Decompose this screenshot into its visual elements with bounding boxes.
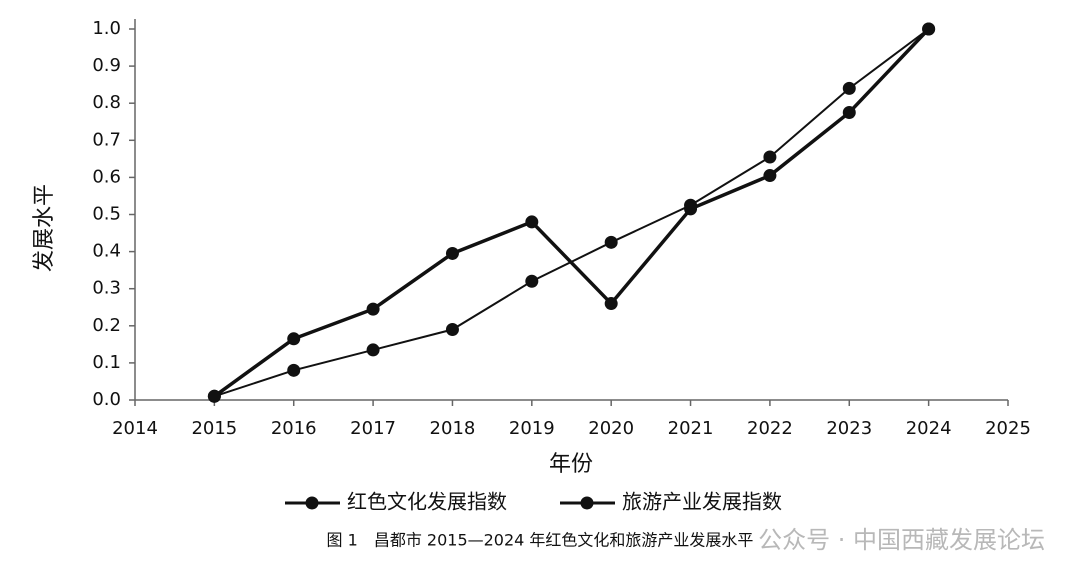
y-tick-label: 0.6: [92, 166, 121, 187]
data-point: [366, 302, 380, 316]
x-tick-label: 2015: [191, 418, 237, 439]
y-tick-label: 0.3: [92, 278, 121, 299]
y-tick-label: 0.9: [92, 55, 121, 76]
data-point: [763, 169, 777, 183]
x-tick-label: 2024: [906, 418, 952, 439]
data-point: [604, 297, 618, 311]
data-point: [763, 150, 777, 164]
x-tick-label: 2025: [985, 418, 1031, 439]
data-point: [287, 332, 301, 346]
y-tick-label: 0.7: [92, 129, 121, 150]
y-tick-label: 0.1: [92, 352, 121, 373]
x-tick-label: 2020: [588, 418, 634, 439]
data-point: [604, 235, 618, 249]
x-tick-label: 2017: [350, 418, 396, 439]
y-tick-label: 0.5: [92, 204, 121, 225]
watermark: 公众号 · 中国西藏发展论坛: [758, 526, 1045, 554]
y-tick-label: 0.4: [92, 241, 121, 262]
y-tick-label: 0.0: [92, 389, 121, 410]
data-point: [922, 22, 936, 36]
x-axis-label: 年份: [549, 452, 593, 477]
legend-marker: [580, 496, 594, 510]
series-line: [213, 27, 930, 398]
legend-marker: [305, 496, 319, 510]
x-tick-label: 2016: [271, 418, 317, 439]
data-point: [842, 105, 856, 119]
y-axis-label: 发展水平: [32, 184, 57, 272]
series-line: [214, 28, 930, 398]
y-tick-label: 1.0: [92, 18, 121, 39]
legend-label: 旅游产业发展指数: [622, 490, 782, 514]
data-point: [366, 343, 380, 357]
x-tick-label: 2022: [747, 418, 793, 439]
data-point: [445, 323, 459, 337]
caption: 图 1 昌都市 2015—2024 年红色文化和旅游产业发展水平: [327, 531, 754, 550]
x-tick-label: 2018: [430, 418, 476, 439]
x-tick-label: 2023: [826, 418, 872, 439]
y-tick-label: 0.8: [92, 92, 121, 113]
x-tick-label: 2019: [509, 418, 555, 439]
x-tick-label: 2014: [112, 418, 158, 439]
data-point: [684, 202, 698, 216]
data-point: [445, 246, 459, 260]
y-tick-label: 0.2: [92, 315, 121, 336]
data-point: [287, 363, 301, 377]
data-point: [525, 215, 539, 229]
data-point: [842, 81, 856, 95]
legend-label: 红色文化发展指数: [347, 490, 507, 514]
data-point: [525, 274, 539, 288]
x-tick-label: 2021: [668, 418, 714, 439]
data-point: [207, 389, 221, 403]
